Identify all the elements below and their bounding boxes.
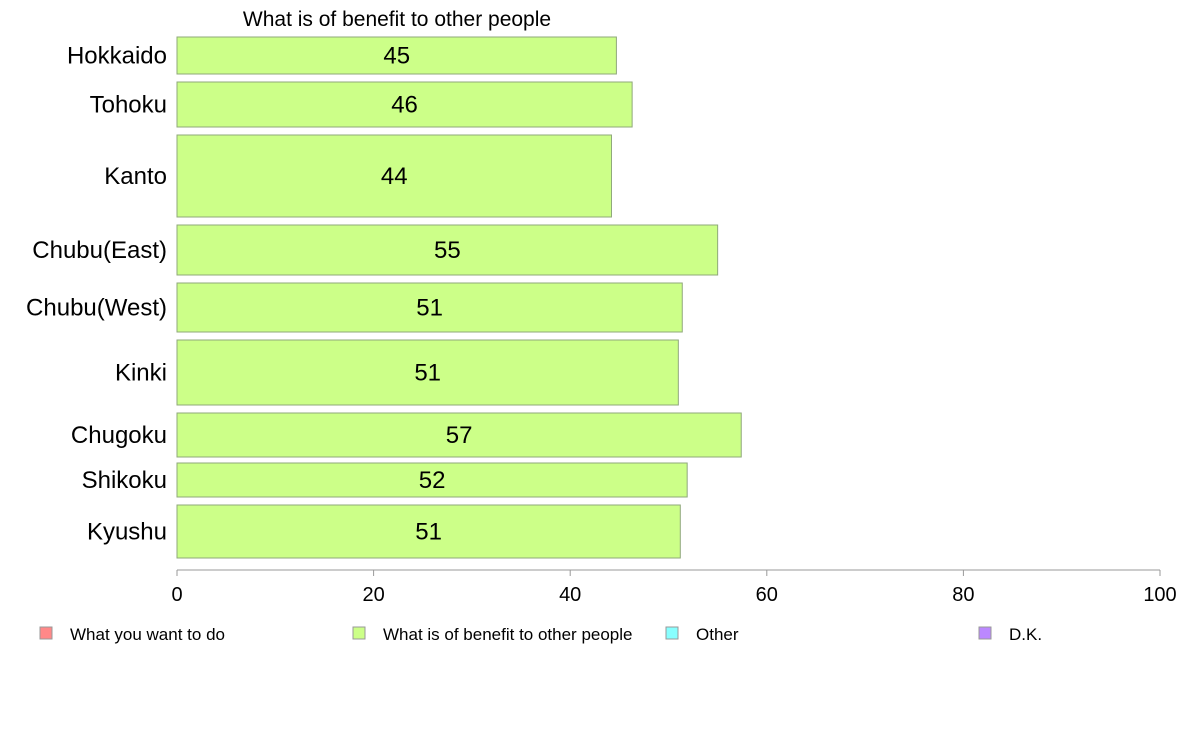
- category-label: Kinki: [115, 360, 167, 387]
- x-tick-label: 100: [1143, 584, 1176, 606]
- bar-7: [176, 462, 688, 498]
- bar-0: [176, 36, 617, 75]
- legend: What you want to do What is of benefit to…: [39, 625, 1042, 644]
- value-label: 52: [419, 467, 446, 494]
- value-label: 46: [391, 92, 418, 119]
- x-tick-label: 40: [559, 584, 581, 606]
- category-label: Hokkaido: [67, 43, 167, 70]
- category-label: Kanto: [104, 163, 167, 190]
- x-tick-label: 60: [756, 584, 778, 606]
- legend-label: Other: [696, 625, 739, 644]
- legend-label: What you want to do: [70, 625, 225, 644]
- x-tick-label: 20: [362, 584, 384, 606]
- x-tick-label: 80: [952, 584, 974, 606]
- bar-3: [176, 224, 719, 276]
- legend-label: D.K.: [1009, 625, 1042, 644]
- legend-swatch: [352, 626, 366, 640]
- value-label: 44: [381, 163, 408, 190]
- x-tick-label: 0: [171, 584, 182, 606]
- bar-1: [176, 81, 633, 128]
- value-label: 51: [416, 295, 443, 322]
- bar-4: [176, 282, 683, 333]
- bar-8: [176, 504, 681, 559]
- bar-2: [176, 134, 612, 218]
- value-label: 51: [415, 519, 442, 546]
- value-label: 51: [414, 360, 441, 387]
- value-label: 45: [383, 43, 410, 70]
- category-label: Chubu(East): [32, 237, 167, 264]
- category-label: Kyushu: [87, 519, 167, 546]
- category-label: Shikoku: [82, 467, 167, 494]
- category-label: Chugoku: [71, 422, 167, 449]
- bar-5: [176, 339, 679, 406]
- legend-swatch: [665, 626, 679, 640]
- legend-swatch: [39, 626, 53, 640]
- legend-label: What is of benefit to other people: [383, 625, 633, 644]
- legend-swatch: [978, 626, 992, 640]
- category-label: Chubu(West): [26, 295, 167, 322]
- value-label: 57: [446, 422, 473, 449]
- chart-title: What is of benefit to other people: [243, 8, 551, 31]
- bars-group: Hokkaido 45 Tohoku 46 Kanto 44 Chubu(East) 55 Ch…: [26, 36, 742, 559]
- value-label: 55: [434, 237, 461, 264]
- bar-6: [176, 412, 742, 458]
- x-axis: 0 20 40 60 80 100: [171, 569, 1177, 606]
- category-label: Tohoku: [90, 92, 167, 119]
